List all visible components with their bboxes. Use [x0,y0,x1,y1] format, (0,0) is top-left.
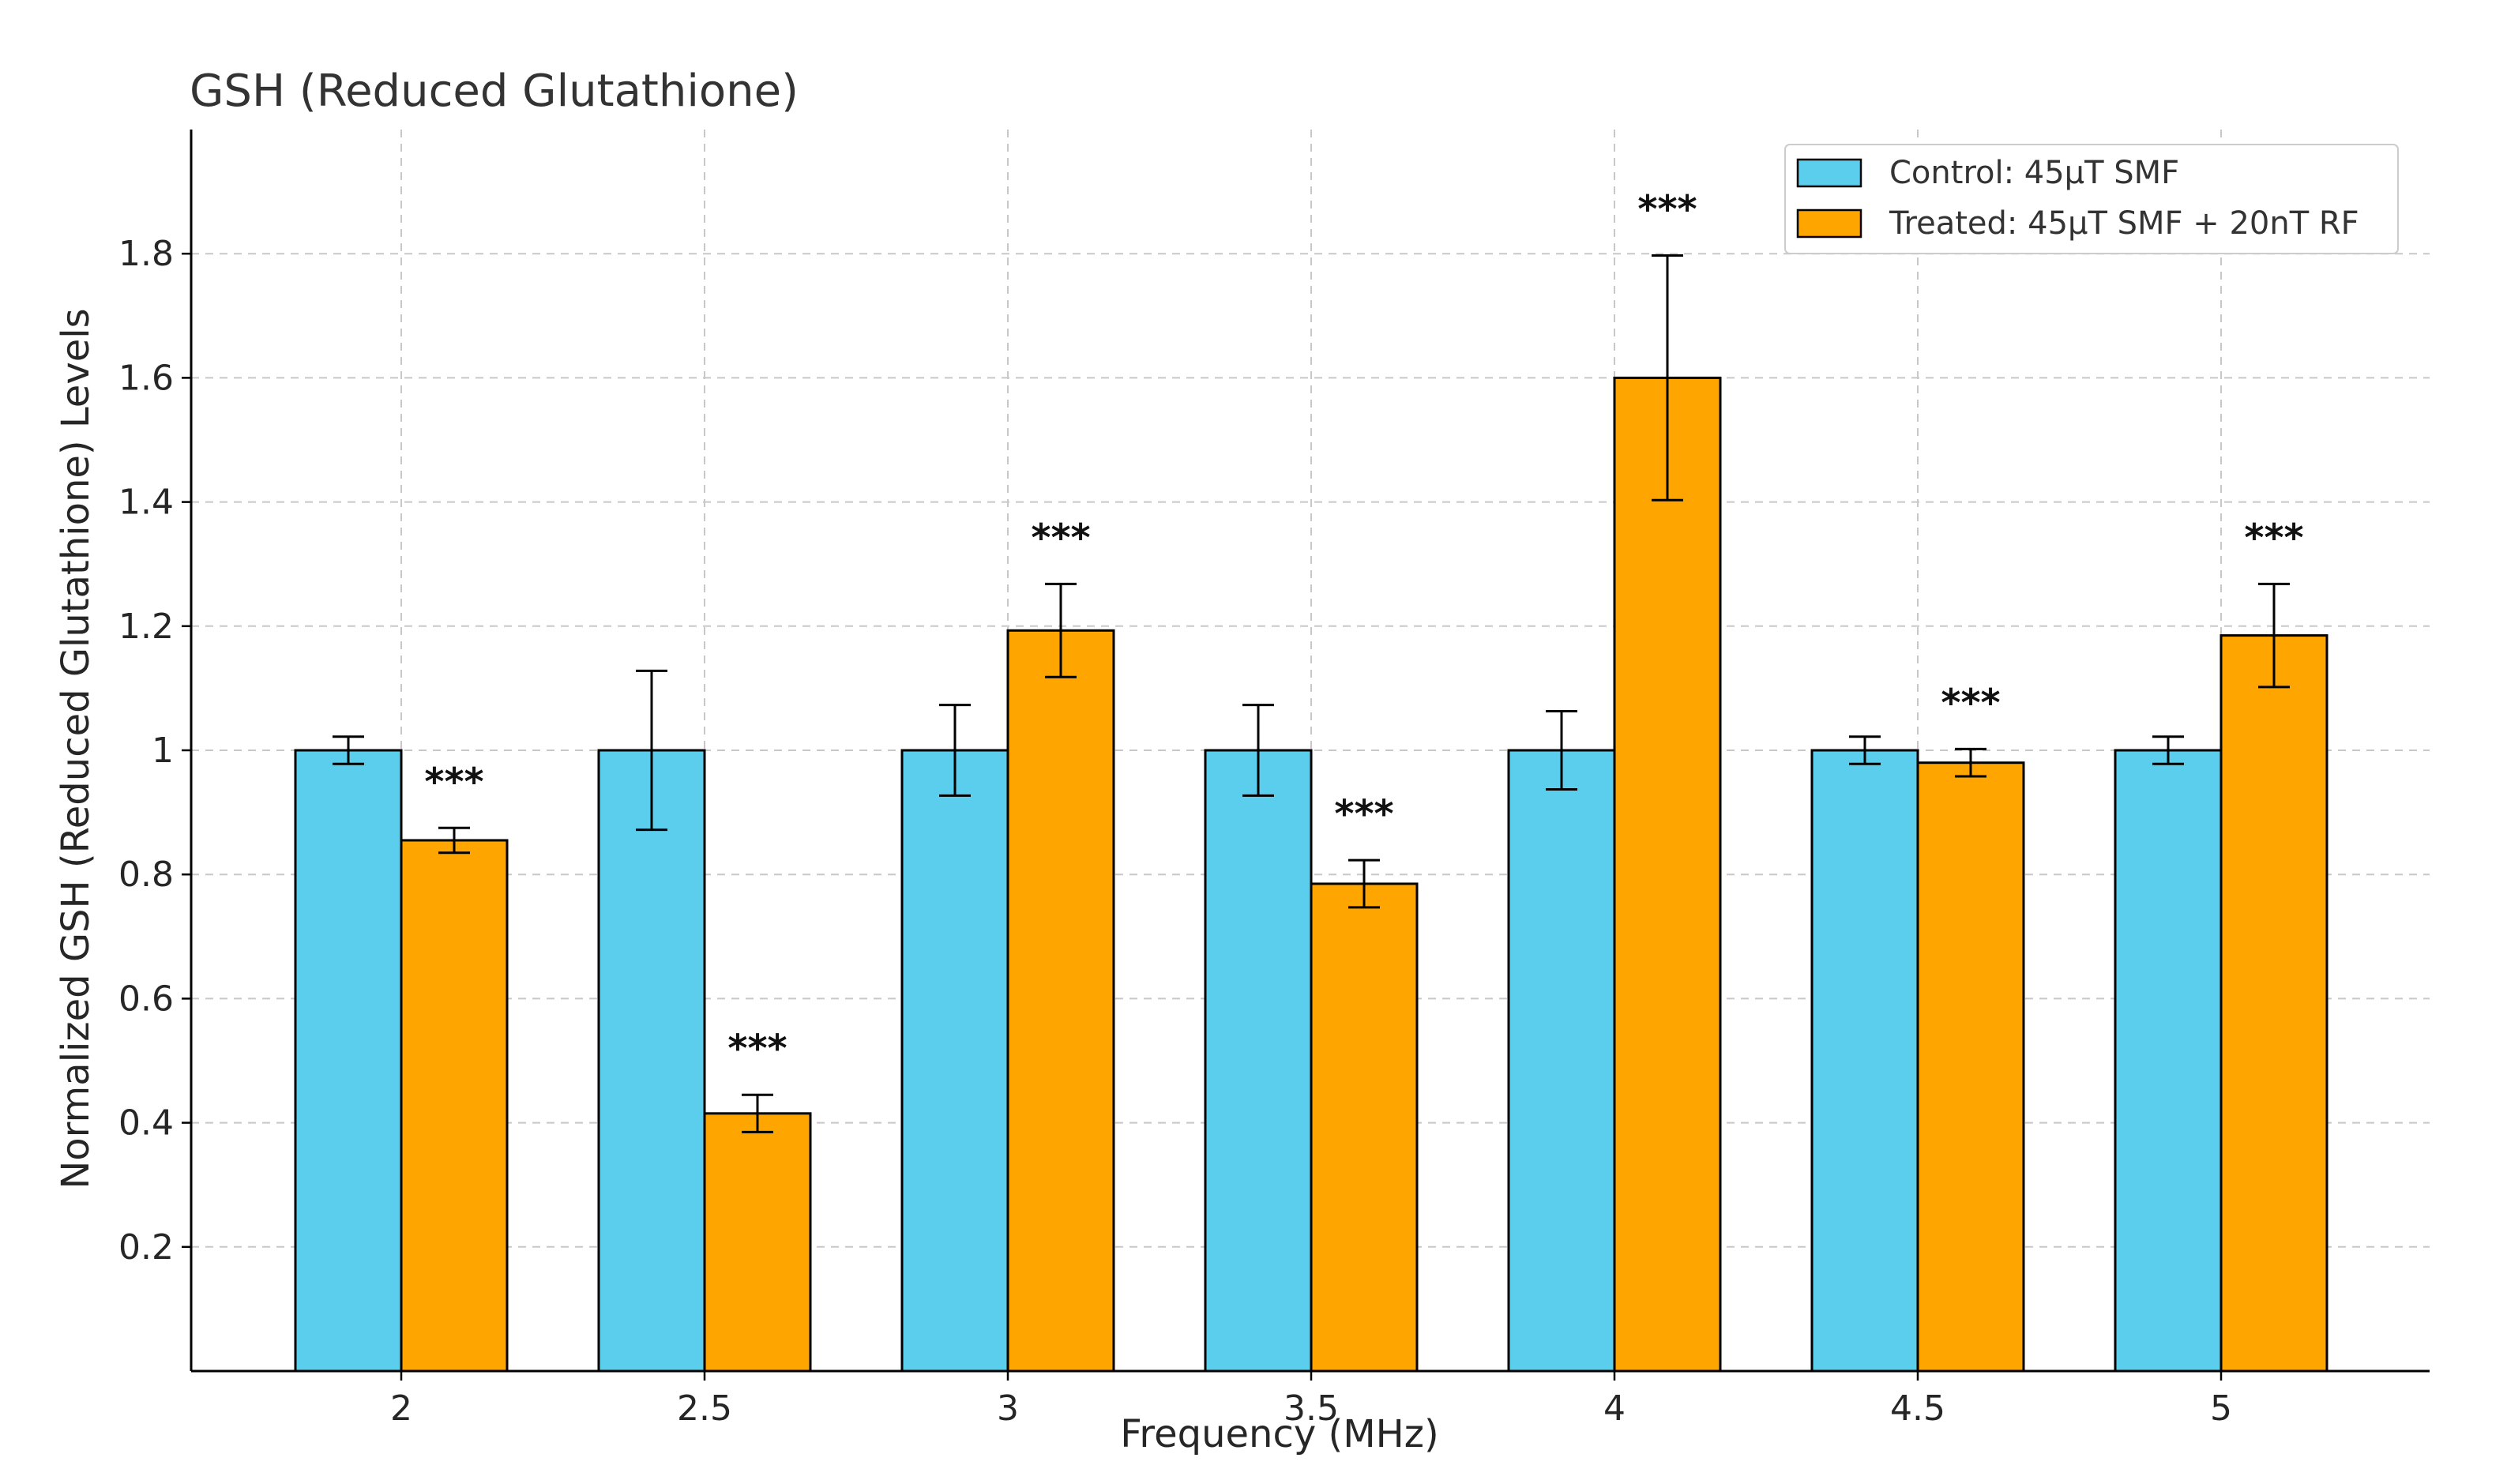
y-tick-label: 1.2 [118,607,174,647]
significance-label: *** [2244,516,2303,560]
significance-label: *** [1031,516,1090,560]
significance-markers: *** *** *** *** *** *** *** [424,188,2303,1072]
y-tick-label: 0.2 [118,1227,174,1268]
legend: Control: 45μT SMF Treated: 45μT SMF + 20… [1784,144,2399,254]
bar-control [1810,749,1919,1373]
bar-treated [703,1112,812,1373]
legend-box [1784,144,2399,254]
bar-control [597,749,706,1373]
y-axis-label: Normalized GSH (Reduced Glutathione) Lev… [54,308,98,1189]
legend-label-treated: Treated: 45μT SMF + 20nT RF [1889,205,2359,242]
bars [294,376,2328,1373]
y-tick-labels: 0.2 0.4 0.6 0.8 1 1.2 1.4 1.6 1.8 [118,234,191,1268]
legend-swatch-control [1796,158,1862,188]
bar-control [294,749,403,1373]
x-tick-label: 4.5 [1890,1388,1945,1429]
bar-treated [1916,761,2025,1373]
x-tick-label: 2 [390,1388,412,1429]
bar-control [1204,749,1313,1373]
bar-treated [400,839,509,1373]
x-tick-label: 5 [2210,1388,2232,1429]
grid-lines [191,130,2430,1371]
y-tick-label: 1.6 [118,358,174,398]
y-tick-label: 1.8 [118,234,174,274]
significance-label: *** [1334,792,1393,836]
significance-label: *** [1941,681,2000,725]
bar-control [900,749,1009,1373]
y-tick-label: 0.8 [118,855,174,895]
x-tick-label: 4 [1603,1388,1626,1429]
bar-treated [1310,882,1419,1373]
y-tick-label: 0.6 [118,979,174,1019]
bar-control [1507,749,1616,1373]
significance-label: *** [424,760,483,804]
bar-control [2114,749,2223,1373]
x-tick-labels: 2 2.5 3 3.5 4 4.5 5 [390,1371,2232,1429]
x-tick-label: 3.5 [1284,1388,1339,1429]
bar-treated [1006,629,1115,1373]
y-tick-label: 1 [152,731,174,771]
error-bars [333,254,2290,1133]
significance-label: *** [727,1027,787,1071]
x-tick-label: 3 [997,1388,1019,1429]
x-axis-label: Frequency (MHz) [1120,1412,1438,1456]
legend-swatch-treated [1796,209,1862,239]
x-tick-label: 2.5 [677,1388,732,1429]
legend-label-control: Control: 45μT SMF [1889,155,2179,191]
chart-title: GSH (Reduced Glutathione) [190,66,799,117]
y-tick-label: 0.4 [118,1103,174,1144]
significance-label: *** [1637,188,1697,232]
y-tick-label: 1.4 [118,483,174,523]
bar-treated [2219,634,2328,1373]
bar-treated [1613,376,1722,1373]
